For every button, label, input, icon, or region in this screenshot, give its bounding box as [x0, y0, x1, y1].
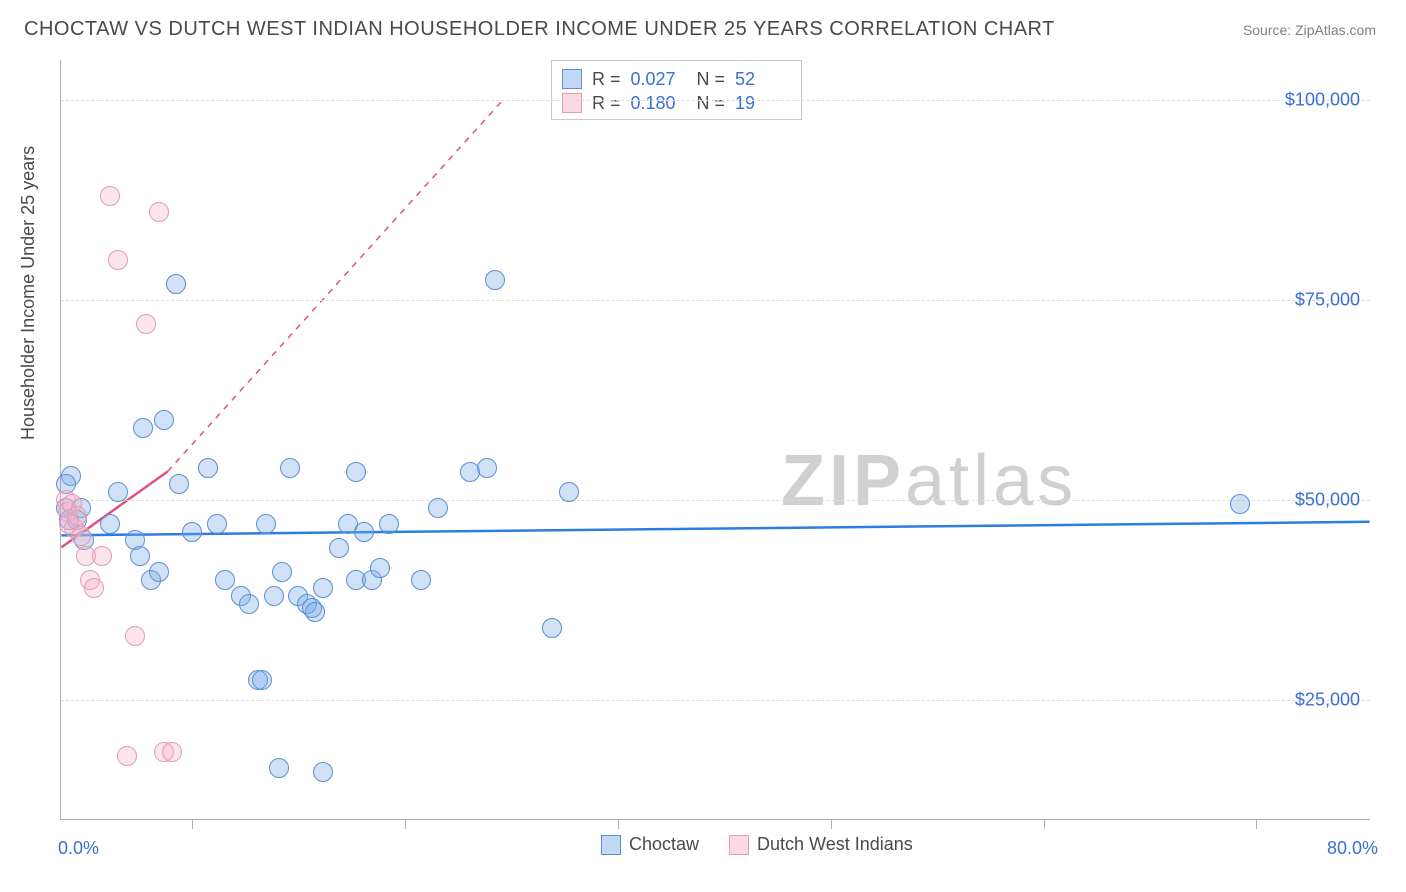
- n-value-a: 52: [735, 67, 791, 91]
- legend-item-b: Dutch West Indians: [729, 834, 913, 855]
- gridline: [61, 100, 1370, 101]
- data-point: [117, 746, 137, 766]
- data-point: [84, 578, 104, 598]
- y-axis-title: Householder Income Under 25 years: [18, 146, 39, 440]
- n-label: N =: [697, 91, 726, 115]
- data-point: [67, 506, 87, 526]
- y-tick-label: $100,000: [1285, 90, 1360, 111]
- r-label: R =: [592, 91, 621, 115]
- data-point: [149, 562, 169, 582]
- data-point: [370, 558, 390, 578]
- data-point: [100, 514, 120, 534]
- y-tick-label: $75,000: [1295, 290, 1360, 311]
- data-point: [485, 270, 505, 290]
- legend-label: Dutch West Indians: [757, 834, 913, 855]
- scatter-plot: ZIPatlas R = 0.027 N = 52 R = 0.180 N = …: [60, 60, 1370, 820]
- data-point: [346, 462, 366, 482]
- chart-title: CHOCTAW VS DUTCH WEST INDIAN HOUSEHOLDER…: [24, 18, 1055, 41]
- data-point: [100, 186, 120, 206]
- data-point: [92, 546, 112, 566]
- gridline: [61, 300, 1370, 301]
- data-point: [182, 522, 202, 542]
- data-point: [272, 562, 292, 582]
- r-value-a: 0.027: [631, 67, 687, 91]
- data-point: [125, 626, 145, 646]
- data-point: [252, 670, 272, 690]
- correlation-legend: R = 0.027 N = 52 R = 0.180 N = 19: [551, 60, 802, 120]
- data-point: [71, 526, 91, 546]
- data-point: [133, 418, 153, 438]
- legend-row-b: R = 0.180 N = 19: [562, 91, 791, 115]
- swatch-a-icon: [562, 69, 582, 89]
- x-tick: [831, 819, 832, 829]
- x-max-label: 80.0%: [1327, 838, 1378, 859]
- r-label: R =: [592, 67, 621, 91]
- y-tick-label: $50,000: [1295, 490, 1360, 511]
- x-tick: [192, 819, 193, 829]
- swatch-b-icon: [562, 93, 582, 113]
- legend-row-a: R = 0.027 N = 52: [562, 67, 791, 91]
- data-point: [108, 482, 128, 502]
- data-point: [411, 570, 431, 590]
- trend-lines: [61, 60, 1370, 819]
- data-point: [166, 274, 186, 294]
- data-point: [162, 742, 182, 762]
- gridline: [61, 500, 1370, 501]
- data-point: [149, 202, 169, 222]
- legend-label: Choctaw: [629, 834, 699, 855]
- source-label: Source: ZipAtlas.com: [1243, 22, 1376, 38]
- data-point: [1230, 494, 1250, 514]
- r-value-b: 0.180: [631, 91, 687, 115]
- data-point: [169, 474, 189, 494]
- data-point: [559, 482, 579, 502]
- data-point: [542, 618, 562, 638]
- y-tick-label: $25,000: [1295, 690, 1360, 711]
- x-tick: [1044, 819, 1045, 829]
- data-point: [379, 514, 399, 534]
- data-point: [329, 538, 349, 558]
- data-point: [477, 458, 497, 478]
- series-legend: Choctaw Dutch West Indians: [601, 834, 913, 855]
- n-label: N =: [697, 67, 726, 91]
- data-point: [354, 522, 374, 542]
- swatch-a-icon: [601, 835, 621, 855]
- data-point: [313, 762, 333, 782]
- data-point: [207, 514, 227, 534]
- x-tick: [1256, 819, 1257, 829]
- data-point: [130, 546, 150, 566]
- x-tick: [405, 819, 406, 829]
- data-point: [280, 458, 300, 478]
- data-point: [313, 578, 333, 598]
- data-point: [154, 410, 174, 430]
- data-point: [428, 498, 448, 518]
- data-point: [264, 586, 284, 606]
- data-point: [198, 458, 218, 478]
- data-point: [269, 758, 289, 778]
- data-point: [108, 250, 128, 270]
- legend-item-a: Choctaw: [601, 834, 699, 855]
- data-point: [136, 314, 156, 334]
- x-tick: [618, 819, 619, 829]
- n-value-b: 19: [735, 91, 791, 115]
- gridline: [61, 700, 1370, 701]
- swatch-b-icon: [729, 835, 749, 855]
- x-min-label: 0.0%: [58, 838, 99, 859]
- data-point: [215, 570, 235, 590]
- data-point: [305, 602, 325, 622]
- data-point: [256, 514, 276, 534]
- data-point: [239, 594, 259, 614]
